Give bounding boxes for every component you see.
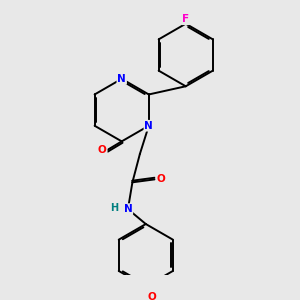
Text: O: O (98, 145, 107, 155)
Text: N: N (124, 204, 132, 214)
Text: N: N (117, 74, 126, 84)
Text: O: O (156, 174, 165, 184)
Text: H: H (110, 202, 118, 213)
Text: F: F (182, 14, 189, 24)
Text: N: N (144, 121, 153, 131)
Text: O: O (147, 292, 156, 300)
